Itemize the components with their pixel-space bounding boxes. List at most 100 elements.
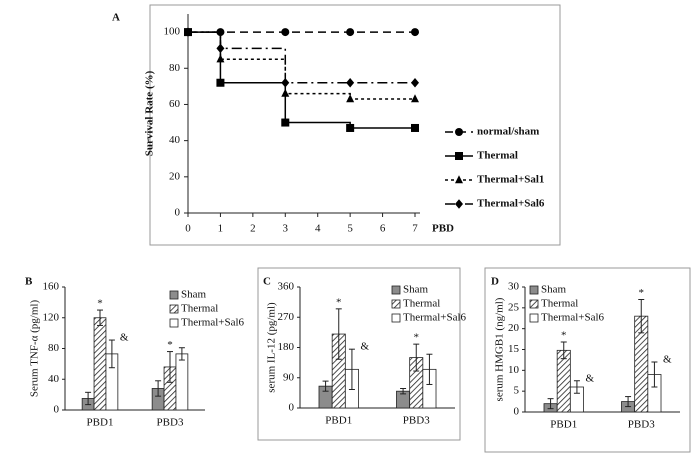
marker [346, 77, 355, 88]
x-tick-label: PBD3 [628, 419, 655, 431]
marker [455, 128, 463, 136]
marker [455, 199, 463, 209]
marker [411, 94, 419, 103]
legend-swatch [529, 313, 539, 323]
x-tick-label: PBD1 [87, 417, 114, 429]
y-tick-label: 0 [514, 406, 520, 418]
step-line [188, 31, 415, 84]
legend-label: Thermal+Sal6 [477, 198, 545, 210]
y-tick-label: 10 [508, 364, 520, 376]
legend-label: Thermal+Sal6 [541, 312, 605, 324]
y-tick-label: 30 [508, 281, 520, 293]
x-tick-label: PBD1 [550, 419, 577, 431]
y-tick-label: 180 [278, 341, 295, 353]
legend-swatch [529, 285, 539, 295]
legend-swatch [391, 285, 401, 295]
y-tick-label: 20 [169, 170, 181, 182]
annotation: * [97, 298, 103, 310]
legend-label: Sham [403, 284, 429, 296]
marker [411, 77, 419, 88]
x-tick-label: 3 [283, 223, 289, 235]
x-axis-label: PBD [432, 223, 454, 235]
marker [216, 43, 225, 54]
y-tick-label: 360 [278, 281, 295, 293]
x-tick-label: 4 [315, 223, 321, 235]
y-tick-label: 5 [514, 385, 520, 397]
panel-frame [484, 267, 691, 453]
annotation: * [414, 332, 420, 344]
y-tick-label: 120 [43, 311, 60, 323]
marker [216, 54, 225, 63]
legend-label: Thermal [477, 150, 518, 162]
legend-label: normal/sham [477, 126, 539, 138]
legend-label: Sham [181, 289, 207, 301]
legend-swatch [169, 304, 179, 314]
y-axis-label: Survival Rate (%) [144, 70, 156, 156]
annotation: & [586, 372, 595, 384]
marker [455, 175, 463, 184]
x-tick-label: 1 [218, 223, 224, 235]
y-tick-label: 0 [289, 402, 295, 414]
annotation: & [361, 341, 370, 353]
marker [281, 77, 290, 88]
y-tick-label: 20 [508, 322, 520, 334]
bar [175, 353, 189, 411]
legend-label: Thermal+Sal6 [181, 317, 245, 329]
marker [411, 123, 419, 132]
marker [216, 78, 225, 87]
x-tick-label: 7 [412, 223, 418, 235]
y-tick-label: 90 [283, 371, 295, 383]
x-tick-label: PBD3 [403, 415, 430, 427]
panel-label: A [112, 12, 120, 24]
legend-label: Thermal [181, 303, 218, 315]
step-line [188, 31, 415, 100]
y-tick-label: 40 [48, 373, 60, 385]
y-tick-label: 80 [48, 342, 60, 354]
bar [93, 317, 107, 411]
marker [346, 28, 355, 37]
legend-label: Thermal [403, 298, 440, 310]
y-tick-label: 0 [54, 404, 60, 416]
annotation: * [167, 339, 173, 351]
x-tick-label: PBD3 [157, 417, 184, 429]
x-tick-label: 2 [250, 223, 256, 235]
marker [281, 118, 290, 127]
x-tick-label: PBD1 [325, 415, 352, 427]
legend-swatch [169, 318, 179, 328]
marker [281, 88, 290, 97]
annotation: * [336, 296, 342, 308]
legend-label: Sham [541, 284, 567, 296]
marker [455, 152, 463, 160]
y-tick-label: 60 [169, 98, 181, 110]
y-tick-label: 270 [278, 311, 295, 323]
annotation: & [120, 332, 129, 344]
marker [346, 123, 355, 132]
annotation: * [561, 330, 567, 342]
y-tick-label: 0 [175, 207, 181, 219]
y-tick-label: 15 [508, 343, 520, 355]
y-tick-label: 80 [169, 62, 181, 74]
y-axis-label: Serum TNF-α (pg/ml) [29, 300, 41, 398]
bar [556, 349, 571, 413]
marker [184, 27, 192, 37]
y-tick-label: 40 [169, 134, 181, 146]
legend-swatch [391, 299, 401, 309]
x-tick-label: 5 [347, 223, 353, 235]
panel-label: D [491, 276, 499, 288]
legend-label: Thermal [541, 298, 578, 310]
marker [281, 28, 290, 37]
panel-frame [257, 267, 461, 441]
legend-label: Thermal+Sal6 [403, 312, 467, 324]
y-tick-label: 160 [43, 281, 60, 293]
y-axis-label: serum IL-12 (pg/ml) [266, 302, 278, 393]
legend-swatch [169, 290, 179, 300]
y-tick-label: 25 [508, 301, 520, 313]
legend-label: Thermal+Sal1 [477, 174, 544, 186]
y-axis-label: serum HMGB1 (ng/ml) [494, 297, 506, 401]
x-tick-label: 6 [380, 223, 386, 235]
marker [346, 94, 355, 103]
panel-label: C [263, 276, 271, 288]
legend-swatch [391, 313, 401, 323]
